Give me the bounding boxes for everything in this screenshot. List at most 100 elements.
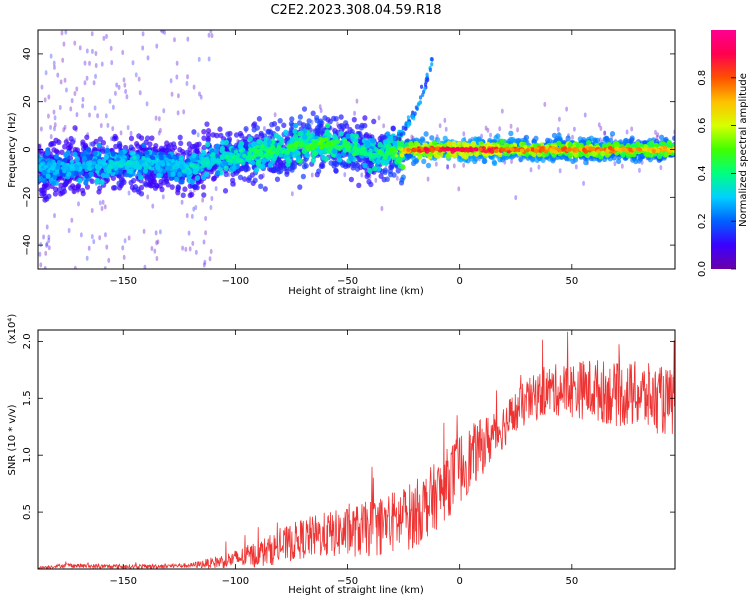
heat-cell [302,134,308,140]
heat-cell [270,150,276,155]
heat-cell [491,159,497,166]
heat-cell [273,147,279,152]
heat-cell [493,134,499,141]
heat-cell [92,80,96,86]
heat-cell [73,265,77,269]
heat-cell [98,200,102,206]
heat-cell [52,191,59,197]
heat-cell [310,172,314,178]
heat-cell [297,184,303,190]
heat-cell [170,171,176,178]
heat-cell [62,169,67,174]
heat-cell [110,150,116,157]
heat-cell [255,160,261,167]
heat-cell [392,140,398,147]
heat-cell [78,45,82,51]
heat-cell [254,133,260,140]
heat-cell [462,131,466,137]
heat-cell [281,122,287,129]
heat-cell [45,224,49,230]
heat-cell [591,151,597,157]
heat-cell [53,64,56,70]
heat-cell [179,164,184,169]
heat-cell [537,164,541,170]
heat-cell [111,104,115,110]
heat-cell [94,63,98,69]
heat-cell [623,137,629,144]
heat-cell [672,135,675,142]
heat-cell [421,158,427,165]
heat-cell [126,125,130,131]
heat-cell [203,259,207,265]
heat-cell [112,184,118,191]
heat-cell [200,174,207,181]
heat-cell [278,164,284,170]
heat-cell [233,149,239,154]
heat-cell [312,150,318,157]
heat-cell [180,199,184,205]
heat-cell [186,36,190,42]
heat-cell [201,149,207,156]
heat-cell [151,203,155,209]
heat-cell [113,143,119,150]
heat-cell [476,136,482,142]
heat-cell [45,173,51,179]
heat-cell [111,126,115,132]
heat-cell [266,139,273,145]
heat-cell [122,77,126,83]
heat-cell [50,180,57,187]
heat-cell [70,217,74,223]
heat-cell [65,87,68,93]
heat-cell [85,48,89,54]
heat-cell [320,154,327,161]
heat-cell [374,153,379,158]
heat-cell [175,184,181,190]
heat-cell [298,130,304,136]
heat-cell [110,60,114,66]
heat-cell [208,256,212,262]
heat-cell [38,153,41,159]
heat-cell [146,55,150,61]
heat-cell [117,84,121,90]
heat-cell [38,251,42,257]
heat-cell [420,137,426,144]
heat-cell [275,125,281,132]
heat-cell [42,194,48,200]
heat-cell [301,163,308,170]
heat-cell [96,142,102,148]
heat-cell [469,155,475,162]
heat-cell [109,45,113,51]
heat-cell [199,94,203,100]
heat-cell [222,188,229,194]
heat-cell [139,135,145,141]
heat-cell [83,179,89,186]
heat-cell [131,60,135,66]
heat-cell [276,168,282,175]
heat-cell [128,179,134,186]
heat-cell [354,123,361,130]
heat-cell [382,167,388,173]
heat-cell [250,159,256,166]
heat-cell [99,123,103,129]
heat-cell [72,125,78,131]
heat-cell [107,257,111,263]
heat-cell [94,50,98,56]
heat-cell [204,216,208,222]
heat-cell [141,45,145,51]
heat-cell [178,140,184,147]
heat-cell [620,163,624,169]
heat-cell [551,132,558,139]
heat-cell [318,141,324,146]
heat-cell [601,156,608,163]
heat-cell [63,152,69,158]
heat-cell [61,188,67,195]
heat-cell [246,177,252,184]
heat-cell [654,129,657,135]
heat-cell [314,171,320,178]
heat-cell [138,90,142,96]
heat-cell [630,126,634,132]
heat-cell [625,129,629,135]
heat-cell [185,213,189,219]
heat-cell [413,158,419,165]
heat-cell [333,167,339,174]
